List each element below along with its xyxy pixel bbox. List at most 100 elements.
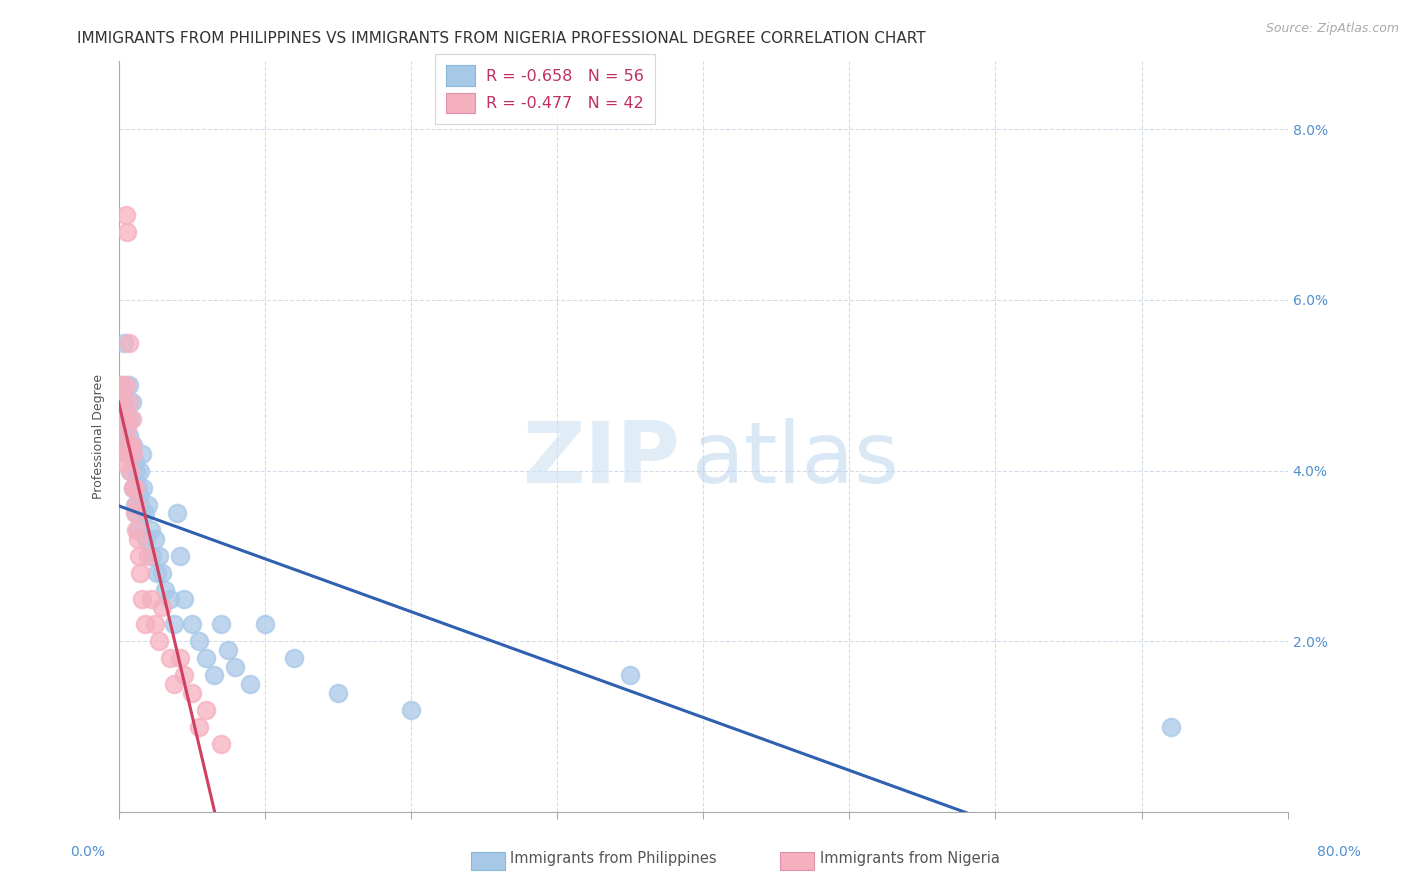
Point	[209, 737, 232, 751]
Point	[159, 651, 181, 665]
Point	[180, 617, 202, 632]
Point	[118, 429, 141, 443]
Point	[150, 600, 173, 615]
Point	[121, 395, 143, 409]
Point	[114, 412, 136, 426]
Point	[121, 446, 143, 460]
Point	[114, 404, 136, 418]
Point	[166, 506, 188, 520]
Point	[125, 506, 148, 520]
Point	[143, 532, 166, 546]
Point	[122, 481, 145, 495]
Point	[121, 412, 143, 426]
Point	[326, 685, 349, 699]
Point	[124, 506, 146, 520]
Point	[134, 617, 156, 632]
Point	[112, 455, 135, 469]
Point	[120, 464, 142, 478]
Point	[124, 481, 146, 495]
Point	[110, 378, 132, 392]
Text: 0.0%: 0.0%	[70, 845, 104, 859]
Text: Immigrants from Philippines: Immigrants from Philippines	[510, 851, 717, 865]
Point	[124, 498, 146, 512]
Point	[129, 464, 152, 478]
Text: Immigrants from Nigeria: Immigrants from Nigeria	[820, 851, 1000, 865]
Point	[118, 395, 141, 409]
Point	[187, 720, 209, 734]
Point	[122, 481, 145, 495]
Point	[125, 498, 148, 512]
Point	[253, 617, 276, 632]
Point	[120, 464, 142, 478]
Point	[111, 438, 134, 452]
Point	[110, 378, 132, 392]
Point	[399, 703, 422, 717]
Point	[169, 549, 191, 563]
Text: Source: ZipAtlas.com: Source: ZipAtlas.com	[1265, 22, 1399, 36]
Point	[134, 506, 156, 520]
Point	[127, 481, 149, 495]
Point	[117, 412, 139, 426]
Point	[118, 335, 141, 350]
Point	[112, 421, 135, 435]
Point	[127, 532, 149, 546]
Point	[148, 549, 170, 563]
Point	[202, 668, 225, 682]
Point	[155, 583, 177, 598]
Point	[128, 489, 150, 503]
Point	[121, 438, 143, 452]
Point	[195, 651, 218, 665]
Point	[136, 549, 159, 563]
Point	[114, 446, 136, 460]
Point	[122, 438, 145, 452]
Point	[118, 378, 141, 392]
Point	[187, 634, 209, 648]
Point	[169, 651, 191, 665]
Point	[131, 446, 153, 460]
Point	[173, 591, 195, 606]
Point	[129, 498, 152, 512]
Legend: R = -0.658   N = 56, R = -0.477   N = 42: R = -0.658 N = 56, R = -0.477 N = 42	[436, 54, 655, 125]
Point	[110, 395, 132, 409]
Point	[163, 677, 186, 691]
Text: IMMIGRANTS FROM PHILIPPINES VS IMMIGRANTS FROM NIGERIA PROFESSIONAL DEGREE CORRE: IMMIGRANTS FROM PHILIPPINES VS IMMIGRANT…	[77, 31, 927, 46]
Point	[1160, 720, 1182, 734]
Point	[141, 549, 163, 563]
Point	[125, 524, 148, 538]
Point	[111, 395, 134, 409]
Y-axis label: Professional Degree: Professional Degree	[93, 374, 105, 499]
Point	[195, 703, 218, 717]
Text: ZIP: ZIP	[522, 417, 679, 500]
Point	[112, 412, 135, 426]
Point	[132, 481, 155, 495]
Point	[120, 438, 142, 452]
Point	[173, 668, 195, 682]
Point	[112, 335, 135, 350]
Point	[128, 549, 150, 563]
Text: atlas: atlas	[692, 417, 900, 500]
Point	[159, 591, 181, 606]
Point	[139, 591, 162, 606]
Point	[139, 524, 162, 538]
Point	[117, 446, 139, 460]
Point	[122, 446, 145, 460]
Point	[117, 225, 139, 239]
Point	[619, 668, 641, 682]
Point	[127, 524, 149, 538]
Point	[145, 566, 167, 580]
Point	[217, 643, 239, 657]
Point	[129, 566, 152, 580]
Point	[239, 677, 262, 691]
Point	[120, 412, 142, 426]
Point	[209, 617, 232, 632]
Point	[131, 591, 153, 606]
Point	[148, 634, 170, 648]
Point	[125, 464, 148, 478]
Text: 80.0%: 80.0%	[1316, 845, 1361, 859]
Point	[114, 378, 136, 392]
Point	[136, 498, 159, 512]
Point	[283, 651, 305, 665]
Point	[163, 617, 186, 632]
Point	[224, 660, 246, 674]
Point	[111, 404, 134, 418]
